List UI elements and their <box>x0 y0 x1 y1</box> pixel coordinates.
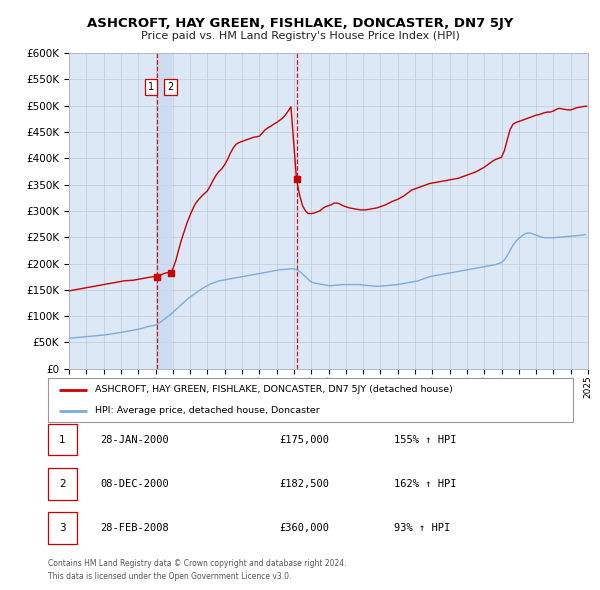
Bar <box>48 512 77 544</box>
Text: HPI: Average price, detached house, Doncaster: HPI: Average price, detached house, Donc… <box>95 407 320 415</box>
Text: Contains HM Land Registry data © Crown copyright and database right 2024.: Contains HM Land Registry data © Crown c… <box>48 559 347 568</box>
Text: 1: 1 <box>59 435 66 444</box>
Text: ASHCROFT, HAY GREEN, FISHLAKE, DONCASTER, DN7 5JY: ASHCROFT, HAY GREEN, FISHLAKE, DONCASTER… <box>87 17 513 30</box>
Text: 3: 3 <box>0 589 1 590</box>
Text: 28-JAN-2000: 28-JAN-2000 <box>101 435 169 444</box>
Text: 155% ↑ HPI: 155% ↑ HPI <box>395 435 457 444</box>
Text: 2: 2 <box>59 479 66 489</box>
Text: 2: 2 <box>167 82 173 92</box>
Text: Price paid vs. HM Land Registry's House Price Index (HPI): Price paid vs. HM Land Registry's House … <box>140 31 460 41</box>
Text: 08-DEC-2000: 08-DEC-2000 <box>101 479 169 489</box>
Bar <box>48 424 77 455</box>
Text: 162% ↑ HPI: 162% ↑ HPI <box>395 479 457 489</box>
Text: £182,500: £182,500 <box>279 479 329 489</box>
Text: £360,000: £360,000 <box>279 523 329 533</box>
Text: 3: 3 <box>59 523 66 533</box>
Text: £175,000: £175,000 <box>279 435 329 444</box>
Text: 28-FEB-2008: 28-FEB-2008 <box>101 523 169 533</box>
Text: 1: 1 <box>148 82 154 92</box>
Bar <box>157 53 172 369</box>
Text: ASHCROFT, HAY GREEN, FISHLAKE, DONCASTER, DN7 5JY (detached house): ASHCROFT, HAY GREEN, FISHLAKE, DONCASTER… <box>95 385 453 395</box>
Text: 93% ↑ HPI: 93% ↑ HPI <box>395 523 451 533</box>
Text: This data is licensed under the Open Government Licence v3.0.: This data is licensed under the Open Gov… <box>48 572 292 581</box>
Bar <box>48 468 77 500</box>
